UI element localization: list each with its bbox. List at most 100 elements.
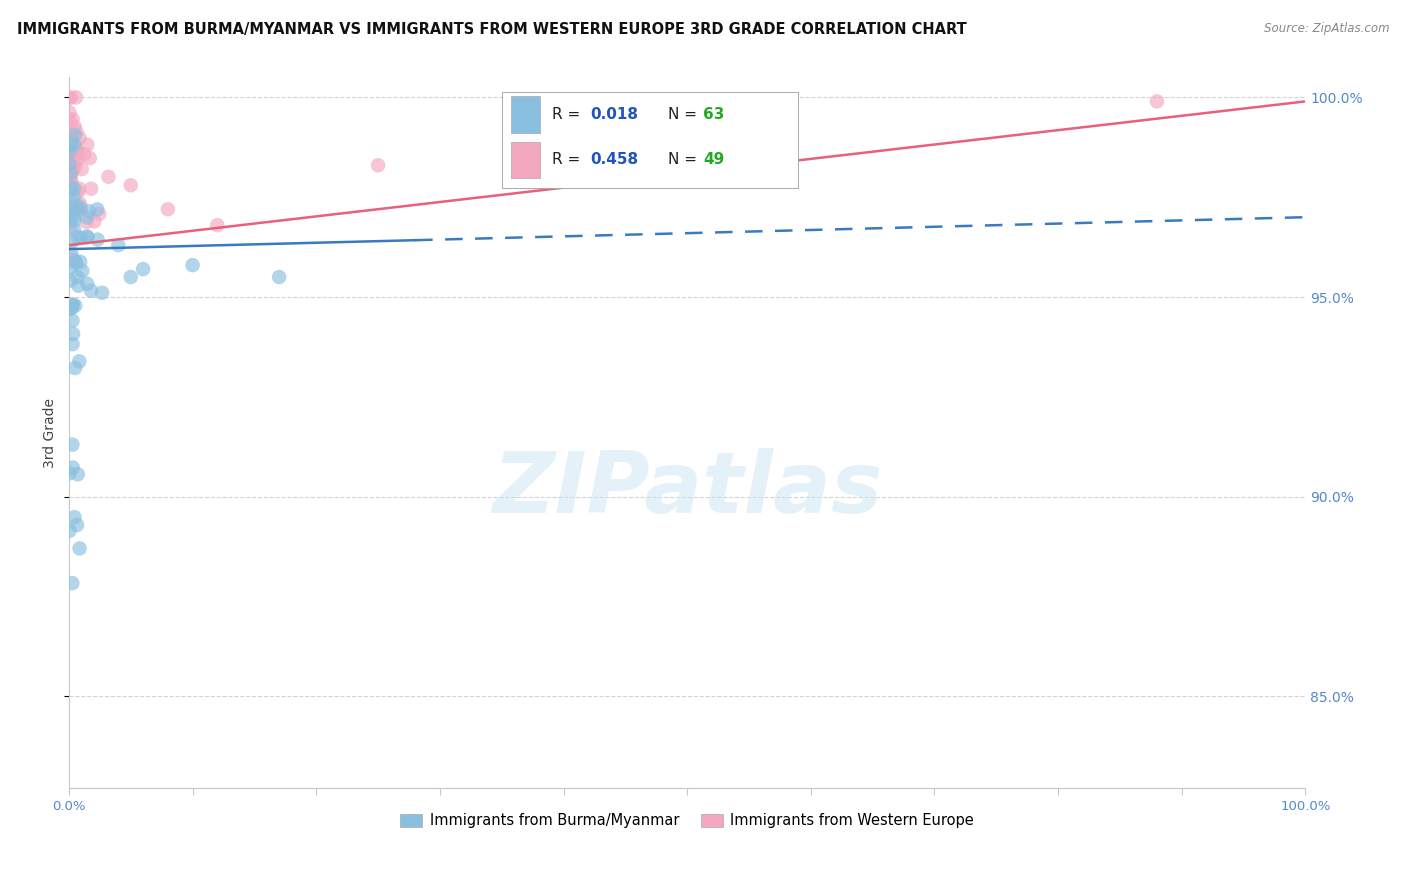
- Point: [62, 313, 84, 327]
- Point: [1146, 95, 1168, 109]
- Point: [69, 131, 91, 145]
- Point: [59, 176, 82, 190]
- Point: [156, 202, 179, 217]
- Point: [66, 153, 89, 167]
- Point: [181, 258, 204, 272]
- Point: [120, 178, 142, 193]
- Point: [58, 157, 80, 171]
- Point: [76, 277, 98, 291]
- Point: [132, 262, 155, 277]
- Y-axis label: 3rd Grade: 3rd Grade: [44, 398, 58, 467]
- Point: [63, 212, 86, 227]
- Point: [76, 211, 98, 225]
- Point: [60, 159, 83, 173]
- Point: [58, 193, 80, 207]
- Point: [62, 235, 84, 249]
- Legend: Immigrants from Burma/Myanmar, Immigrants from Western Europe: Immigrants from Burma/Myanmar, Immigrant…: [395, 807, 980, 834]
- Point: [80, 182, 103, 196]
- Point: [62, 460, 84, 475]
- Point: [62, 203, 84, 218]
- Point: [59, 90, 82, 104]
- Point: [62, 190, 84, 204]
- Point: [86, 233, 108, 247]
- Point: [67, 199, 90, 213]
- Point: [62, 298, 84, 312]
- Point: [70, 231, 93, 245]
- Point: [59, 181, 82, 195]
- Point: [66, 269, 89, 284]
- Point: [65, 90, 87, 104]
- Point: [59, 170, 82, 185]
- Point: [60, 246, 83, 260]
- Point: [91, 285, 114, 300]
- Point: [65, 256, 87, 270]
- Point: [269, 270, 291, 285]
- Point: [73, 147, 96, 161]
- Point: [62, 298, 84, 312]
- Point: [59, 166, 82, 180]
- Point: [62, 210, 84, 224]
- Point: [62, 337, 84, 351]
- Text: Source: ZipAtlas.com: Source: ZipAtlas.com: [1264, 22, 1389, 36]
- Point: [58, 214, 80, 228]
- Point: [79, 151, 101, 165]
- Point: [76, 137, 98, 152]
- Point: [69, 254, 91, 268]
- Point: [58, 202, 80, 217]
- Text: IMMIGRANTS FROM BURMA/MYANMAR VS IMMIGRANTS FROM WESTERN EUROPE 3RD GRADE CORREL: IMMIGRANTS FROM BURMA/MYANMAR VS IMMIGRA…: [17, 22, 966, 37]
- Point: [63, 205, 86, 219]
- Point: [70, 162, 93, 177]
- Point: [67, 146, 90, 161]
- Point: [120, 270, 142, 285]
- Point: [77, 204, 100, 219]
- Point: [65, 299, 87, 313]
- Point: [60, 135, 83, 149]
- Point: [58, 144, 80, 158]
- Point: [58, 145, 80, 159]
- Point: [60, 301, 83, 316]
- Point: [69, 541, 91, 556]
- Point: [76, 230, 98, 244]
- Point: [89, 207, 111, 221]
- Point: [66, 143, 89, 157]
- Point: [65, 155, 87, 169]
- Point: [58, 150, 80, 164]
- Point: [72, 264, 94, 278]
- Point: [58, 91, 80, 105]
- Point: [67, 278, 90, 293]
- Point: [58, 467, 80, 481]
- Point: [63, 128, 86, 142]
- Point: [67, 185, 90, 199]
- Point: [58, 524, 80, 538]
- Point: [60, 576, 83, 591]
- Point: [207, 218, 229, 232]
- Point: [65, 125, 87, 139]
- Point: [60, 137, 83, 152]
- Point: [76, 215, 98, 229]
- Point: [80, 284, 103, 298]
- Point: [69, 197, 91, 211]
- Point: [66, 230, 89, 244]
- Point: [60, 134, 83, 148]
- Point: [66, 200, 89, 214]
- Point: [63, 161, 86, 175]
- Point: [97, 169, 120, 184]
- Point: [66, 467, 89, 482]
- Point: [76, 229, 98, 244]
- Text: ZIPatlas: ZIPatlas: [492, 448, 883, 531]
- Point: [59, 209, 82, 223]
- Point: [86, 202, 108, 217]
- Point: [83, 214, 105, 228]
- Point: [62, 326, 84, 341]
- Point: [59, 219, 82, 234]
- Point: [60, 165, 83, 179]
- Point: [66, 518, 89, 533]
- Point: [67, 181, 90, 195]
- Point: [63, 120, 86, 134]
- Point: [67, 354, 90, 368]
- Point: [62, 112, 84, 127]
- Point: [63, 181, 86, 195]
- Point: [59, 260, 82, 275]
- Point: [367, 158, 389, 172]
- Point: [65, 254, 87, 268]
